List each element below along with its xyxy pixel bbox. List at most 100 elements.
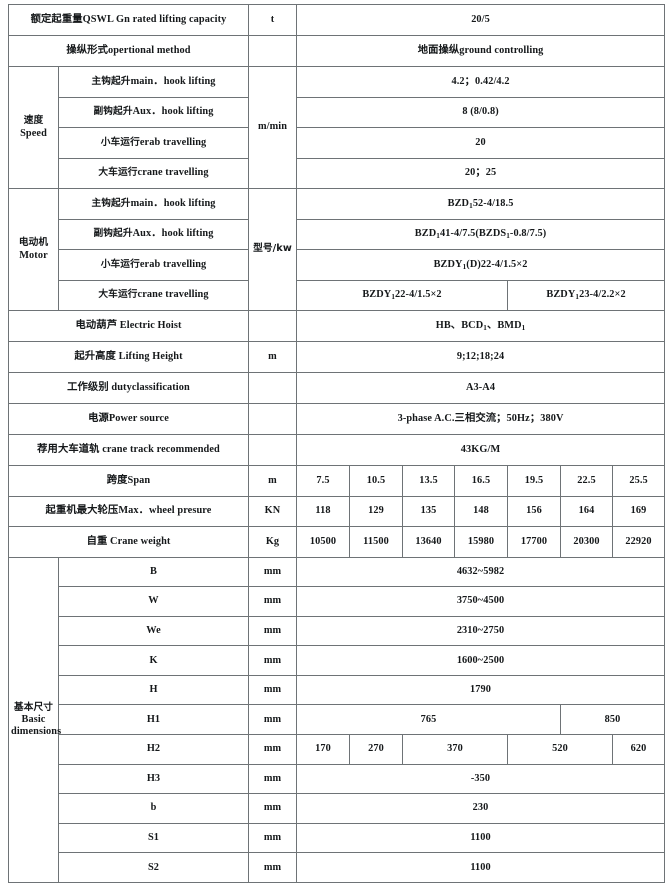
dim-value-we: 2310~2750 <box>295 615 666 647</box>
table-row: 电源Power source 3-phase A.C.三相交流；50Hz；380… <box>8 403 666 435</box>
table-row: 小车运行erab travelling 20 <box>9 127 666 159</box>
dim-unit-h1: mm <box>248 704 297 736</box>
row-value-motor-crab-travelling: BZDY1(D)22-4/1.5×2 <box>295 249 666 281</box>
dim-unit-b-small: mm <box>248 793 297 824</box>
wheel-pressure-cell: 135 <box>402 495 455 527</box>
span-value-cell: 13.5 <box>402 465 455 497</box>
crane-weight-cell: 10500 <box>296 526 350 558</box>
table-row: H2 mm 170 270 370 520 620 <box>9 734 666 765</box>
row-label-crane-track: 荐用大车道轨 crane track recommended <box>8 434 249 466</box>
dim-value-h2-cell: 520 <box>507 734 613 765</box>
row-label-speed-aux-hook: 副钩起升Aux．hook lifting <box>58 96 249 128</box>
row-unit-rated-capacity: t <box>248 4 297 36</box>
crane-weight-cell: 22920 <box>611 526 666 558</box>
dim-label-h1: H1 <box>58 704 249 736</box>
row-unit-operational-method <box>248 35 297 67</box>
dim-unit-b: mm <box>248 556 297 588</box>
dim-value-s2: 1100 <box>295 852 666 883</box>
dim-value-h2-cell: 170 <box>296 734 350 765</box>
dim-value-h3: -350 <box>295 763 666 795</box>
dim-value-h2-cell: 620 <box>611 734 666 765</box>
row-value-electric-hoist: HB、BCD1、BMD1 <box>295 310 666 342</box>
row-unit-crane-track <box>248 434 297 466</box>
table-row: 起升高度 Lifting Height m 9;12;18;24 <box>8 341 666 373</box>
dim-unit-s1: mm <box>248 822 297 854</box>
dim-label-b: B <box>58 556 249 588</box>
row-label-duty-classification: 工作级别 dutyclassification <box>8 372 249 404</box>
dim-value-b-small: 230 <box>295 793 666 824</box>
row-label-electric-hoist: 电动葫芦 Electric Hoist <box>8 310 249 342</box>
row-label-motor-crane-travelling: 大车运行crane travelling <box>58 279 249 311</box>
table-row: 大车运行crane travelling 20；25 <box>9 157 666 189</box>
wheel-pressure-cell: 129 <box>349 495 403 527</box>
dim-label-b-small: b <box>58 793 249 824</box>
group-label-basic-dimensions-en1: Basic <box>21 713 46 725</box>
row-label-max-wheel-pressure: 起重机最大轮压Max．wheel presure <box>8 495 249 527</box>
dim-unit-h: mm <box>248 674 297 706</box>
table-row: 荐用大车道轨 crane track recommended 43KG/M <box>8 434 666 466</box>
span-value-cell: 25.5 <box>611 465 666 497</box>
row-unit-electric-hoist <box>248 310 297 342</box>
dim-value-k: 1600~2500 <box>295 645 666 676</box>
table-row: S2 mm 1100 <box>9 852 666 883</box>
table-row: 自重 Crane weight Kg 10500 11500 13640 159… <box>8 526 666 558</box>
row-value-power-source: 3-phase A.C.三相交流；50Hz；380V <box>295 403 666 435</box>
table-row: 操纵形式opertional method 地面操纵ground control… <box>8 35 666 67</box>
group-label-speed-en: Speed <box>20 127 47 139</box>
row-value-speed-crab-travelling: 20 <box>295 127 666 159</box>
row-unit-max-wheel-pressure: KN <box>248 495 297 527</box>
row-unit-motor: 型号/kw <box>248 188 297 311</box>
wheel-pressure-cell: 169 <box>611 495 666 527</box>
table-row: 额定起重量QSWL Gn rated lifting capacity t 20… <box>8 4 666 36</box>
group-label-basic-dimensions: 基本尺寸 Basic dimensions <box>8 556 61 883</box>
row-unit-span: m <box>248 465 297 497</box>
span-value-cell: 19.5 <box>507 465 561 497</box>
row-label-power-source: 电源Power source <box>8 403 249 435</box>
row-value-motor-main-hook: BZD152-4/18.5 <box>295 188 666 220</box>
table-row: 基本尺寸 Basic dimensions B mm 4632~5982 <box>8 556 666 883</box>
dim-value-h1-right: 850 <box>559 704 666 736</box>
group-label-basic-dimensions-cn: 基本尺寸 <box>13 701 54 713</box>
table-row: 跨度Span m 7.5 10.5 13.5 16.5 19.5 22.5 25… <box>8 465 666 497</box>
table-row: 副钩起升Aux．hook lifting 8 (8/0.8) <box>9 96 666 128</box>
dim-label-h: H <box>58 674 249 706</box>
crane-specification-table: 额定起重量QSWL Gn rated lifting capacity t 20… <box>8 4 666 883</box>
table-row: 起重机最大轮压Max．wheel presure KN 118 129 135 … <box>8 495 666 527</box>
row-label-motor-crab-travelling: 小车运行erab travelling <box>58 249 249 281</box>
wheel-pressure-cell: 164 <box>560 495 613 527</box>
row-value-operational-method: 地面操纵ground controlling <box>295 35 666 67</box>
row-label-motor-main-hook: 主钩起升main．hook lifting <box>58 188 249 220</box>
table-row: 副钩起升Aux．hook lifting BZD141-4/7.5(BZDS1-… <box>9 218 666 250</box>
row-value-speed-aux-hook: 8 (8/0.8) <box>295 96 666 128</box>
dim-label-k: K <box>58 645 249 676</box>
row-value-rated-capacity: 20/5 <box>295 4 666 36</box>
dim-value-h1-left: 765 <box>296 704 561 736</box>
crane-weight-cell: 15980 <box>454 526 508 558</box>
row-unit-power-source <box>248 403 297 435</box>
row-value-motor-crane-travelling-right: BZDY123-4/2.2×2 <box>506 279 666 311</box>
row-label-crane-weight: 自重 Crane weight <box>8 526 249 558</box>
wheel-pressure-cell: 118 <box>296 495 350 527</box>
table-row: 小车运行erab travelling BZDY1(D)22-4/1.5×2 <box>9 249 666 281</box>
dim-unit-h3: mm <box>248 763 297 795</box>
dim-label-h3: H3 <box>58 763 249 795</box>
row-unit-duty-classification <box>248 372 297 404</box>
dim-label-h2: H2 <box>58 734 249 765</box>
span-value-cell: 10.5 <box>349 465 403 497</box>
dim-value-h: 1790 <box>295 674 666 706</box>
dim-value-h2-cell: 270 <box>349 734 403 765</box>
row-value-motor-aux-hook: BZD141-4/7.5(BZDS1-0.8/7.5) <box>295 218 666 250</box>
row-value-crane-track: 43KG/M <box>295 434 666 466</box>
table-row: K mm 1600~2500 <box>9 645 666 676</box>
dim-unit-w: mm <box>248 586 297 617</box>
span-value-cell: 22.5 <box>560 465 613 497</box>
dim-label-s2: S2 <box>58 852 249 883</box>
span-value-cell: 16.5 <box>454 465 508 497</box>
table-row: 大车运行crane travelling BZDY122-4/1.5×2 BZD… <box>9 279 666 311</box>
dim-label-we: We <box>58 615 249 647</box>
row-label-span: 跨度Span <box>8 465 249 497</box>
dim-value-s1: 1100 <box>295 822 666 854</box>
table-row: 速度 Speed 主钩起升main．hook lifting m/min 4.2… <box>8 66 666 189</box>
dim-unit-k: mm <box>248 645 297 676</box>
dim-unit-s2: mm <box>248 852 297 883</box>
